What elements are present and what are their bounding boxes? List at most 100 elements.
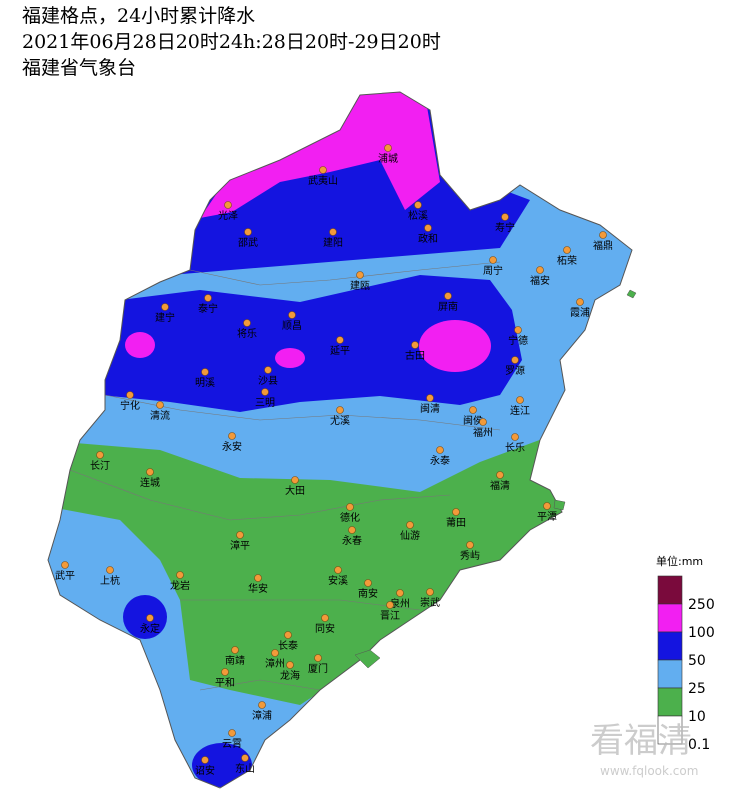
city-dot — [501, 213, 509, 221]
watermark-url: www.fqlook.com — [600, 764, 698, 778]
city-dot — [221, 668, 229, 676]
city-label: 泰宁 — [198, 302, 218, 315]
island — [354, 289, 637, 669]
city-dot — [514, 326, 522, 334]
city-dot — [424, 224, 432, 232]
legend-label: 0.1 — [688, 737, 710, 753]
city-dot — [489, 256, 497, 264]
city-dot — [201, 756, 209, 764]
city-label: 崇武 — [420, 596, 440, 609]
legend-label: 250 — [688, 597, 715, 613]
city-dot — [436, 446, 444, 454]
city-dot — [314, 654, 322, 662]
header-line: 2021年06月28日20时24h:28日20时-29日20时 — [22, 31, 441, 53]
city-label: 周宁 — [483, 264, 503, 277]
city-dot — [426, 394, 434, 402]
city-dot — [444, 292, 452, 300]
city-dot — [228, 729, 236, 737]
header-line: 福建省气象台 — [22, 57, 136, 79]
city-dot — [146, 614, 154, 622]
city-dot — [284, 631, 292, 639]
city-label: 连江 — [510, 404, 530, 417]
region-50-100 — [100, 275, 522, 412]
city-label: 建瓯 — [350, 279, 370, 292]
city-dot — [563, 246, 571, 254]
city-label: 武平 — [55, 569, 75, 582]
legend-label: 25 — [688, 681, 706, 697]
city-dot — [348, 526, 356, 534]
city-dot — [146, 468, 154, 476]
city-dot — [319, 166, 327, 174]
city-dot — [511, 433, 519, 441]
city-dot — [261, 388, 269, 396]
city-dot — [543, 502, 551, 510]
city-label: 闽清 — [420, 402, 440, 415]
city-label: 德化 — [340, 511, 360, 524]
city-dot — [271, 649, 279, 657]
region-50-100 — [192, 743, 252, 787]
city-dot — [254, 574, 262, 582]
city-label: 大田 — [285, 484, 305, 497]
city-dot — [336, 336, 344, 344]
city-dot — [126, 391, 134, 399]
city-dot — [291, 476, 299, 484]
city-dot — [258, 701, 266, 709]
city-dot — [228, 432, 236, 440]
city-dot — [176, 571, 184, 579]
city-label: 古田 — [405, 349, 425, 362]
region-100-250 — [200, 92, 440, 218]
city-label: 顺昌 — [282, 320, 302, 332]
city-label: 同安 — [315, 622, 335, 635]
city-label: 安溪 — [328, 574, 348, 587]
city-label: 武夷山 — [308, 174, 338, 187]
city-dot — [156, 401, 164, 409]
city-label: 长汀 — [90, 460, 110, 472]
city-dot — [61, 561, 69, 569]
region-100-250 — [275, 348, 305, 368]
city-label: 华安 — [248, 582, 268, 595]
city-label: 宁化 — [120, 399, 140, 412]
county-border — [69, 261, 501, 691]
city-dot — [411, 341, 419, 349]
city-label: 永春 — [342, 534, 362, 547]
city-label: 浦城 — [378, 152, 398, 165]
city-dot — [536, 266, 544, 274]
city-dot — [469, 406, 477, 414]
city-dot — [364, 579, 372, 587]
city-label: 南靖 — [225, 654, 245, 667]
city-label: 建宁 — [155, 311, 175, 324]
city-dot — [264, 366, 272, 374]
region-50-100 — [170, 92, 530, 275]
city-dot — [576, 298, 584, 306]
legend: 单位:mm 250 100 50 25 10 0.1 — [656, 554, 715, 753]
city-dot — [204, 294, 212, 302]
city-dot — [346, 503, 354, 511]
city-label: 延平 — [330, 345, 350, 357]
city-label: 光泽 — [218, 209, 238, 222]
city-label: 秀屿 — [460, 550, 480, 562]
legend-swatch — [657, 575, 683, 605]
city-label: 福鼎 — [593, 239, 613, 252]
city-label: 漳平 — [230, 539, 250, 552]
city-dot — [96, 451, 104, 459]
legend-swatch — [657, 659, 683, 689]
city-dot — [241, 754, 249, 762]
city-dot — [244, 228, 252, 236]
city-label: 连城 — [140, 476, 160, 489]
city-dot — [396, 589, 404, 597]
city-dot — [288, 311, 296, 319]
city-dot — [224, 201, 232, 209]
city-dot — [329, 228, 337, 236]
city-dot — [286, 661, 294, 669]
city-label: 晋江 — [380, 610, 400, 622]
city-label: 罗源 — [505, 364, 525, 377]
city-dot — [479, 418, 487, 426]
city-label: 平潭 — [537, 511, 557, 523]
city-label: 闽侯 — [463, 414, 483, 427]
city-label: 福清 — [490, 479, 510, 492]
legend-label: 100 — [688, 625, 715, 641]
city-dot — [336, 406, 344, 414]
city-label: 泉州 — [390, 597, 410, 610]
